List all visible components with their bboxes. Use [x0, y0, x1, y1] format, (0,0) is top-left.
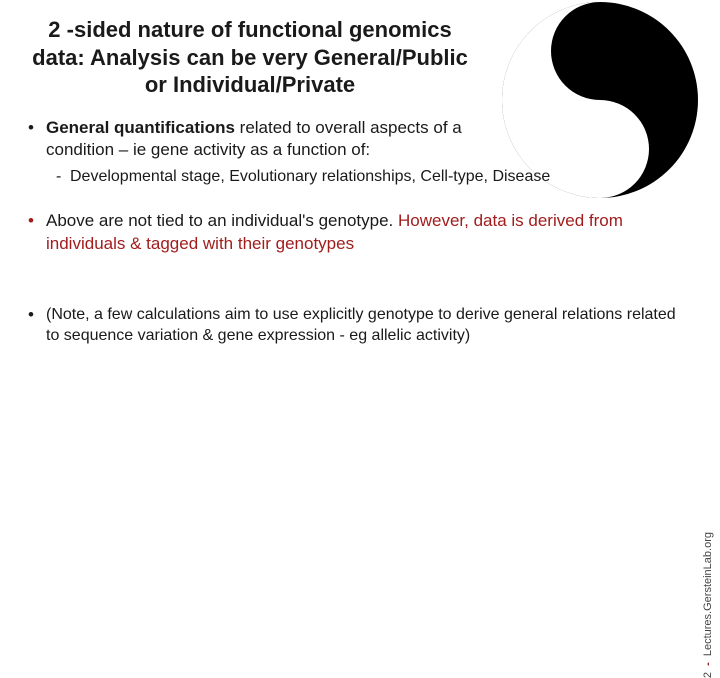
footer-label: Lectures.GersteinLab.org [702, 532, 714, 656]
bullet-sub-examples: Developmental stage, Evolutionary relati… [28, 166, 692, 188]
slide: 2 -sided nature of functional genomics d… [0, 0, 720, 540]
bullet-note: (Note, a few calculations aim to use exp… [28, 304, 692, 347]
page-number: 2 [702, 672, 714, 678]
bullet-list: General quantifications related to overa… [28, 117, 692, 188]
bullet-bold: General quantifications [46, 118, 235, 137]
bullet-not-tied: Above are not tied to an individual's ge… [28, 210, 692, 256]
bullet-list-2: Above are not tied to an individual's ge… [28, 210, 692, 256]
bullet-black-part: Above are not tied to an individual's ge… [46, 211, 398, 230]
bullet-general-quantifications: General quantifications related to overa… [28, 117, 692, 163]
bullet-list-3: (Note, a few calculations aim to use exp… [28, 304, 692, 347]
page-separator: - [702, 659, 714, 669]
spacer [28, 260, 692, 304]
footer-citation: 2 - Lectures.GersteinLab.org [702, 532, 714, 678]
